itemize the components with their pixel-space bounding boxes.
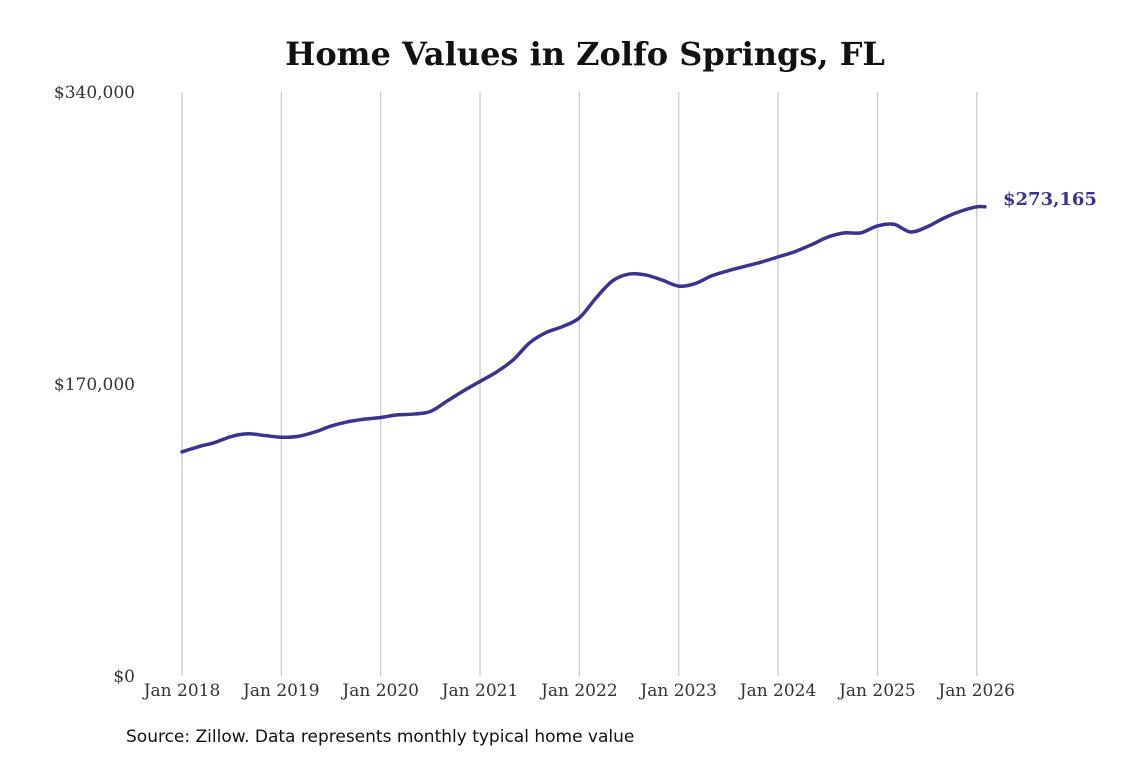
y-tick-label: $0 [113, 667, 135, 687]
x-tick-label: Jan 2020 [340, 681, 419, 701]
end-value-label: $273,165 [1003, 189, 1097, 210]
x-tick-label: Jan 2022 [539, 681, 618, 701]
x-tick-label: Jan 2024 [738, 681, 817, 701]
x-tick-label: Jan 2021 [440, 681, 519, 701]
series-line-home-value [180, 204, 987, 454]
y-axis: $0 $170,000 $340,000 [54, 83, 135, 687]
y-tick-label: $170,000 [54, 375, 135, 395]
x-tick-label: Jan 2023 [638, 681, 717, 701]
x-tick-label: Jan 2018 [142, 681, 221, 701]
source-note: Source: Zillow. Data represents monthly … [126, 727, 634, 747]
chart-title: Home Values in Zolfo Springs, FL [285, 35, 885, 73]
y-tick-label: $340,000 [54, 83, 135, 103]
x-tick-label: Jan 2025 [837, 681, 916, 701]
x-axis: Jan 2018 Jan 2019 Jan 2020 Jan 2021 Jan 2022… [142, 681, 1015, 701]
x-tick-label: Jan 2026 [936, 681, 1015, 701]
gridlines [181, 92, 978, 676]
x-tick-label: Jan 2019 [241, 681, 320, 701]
